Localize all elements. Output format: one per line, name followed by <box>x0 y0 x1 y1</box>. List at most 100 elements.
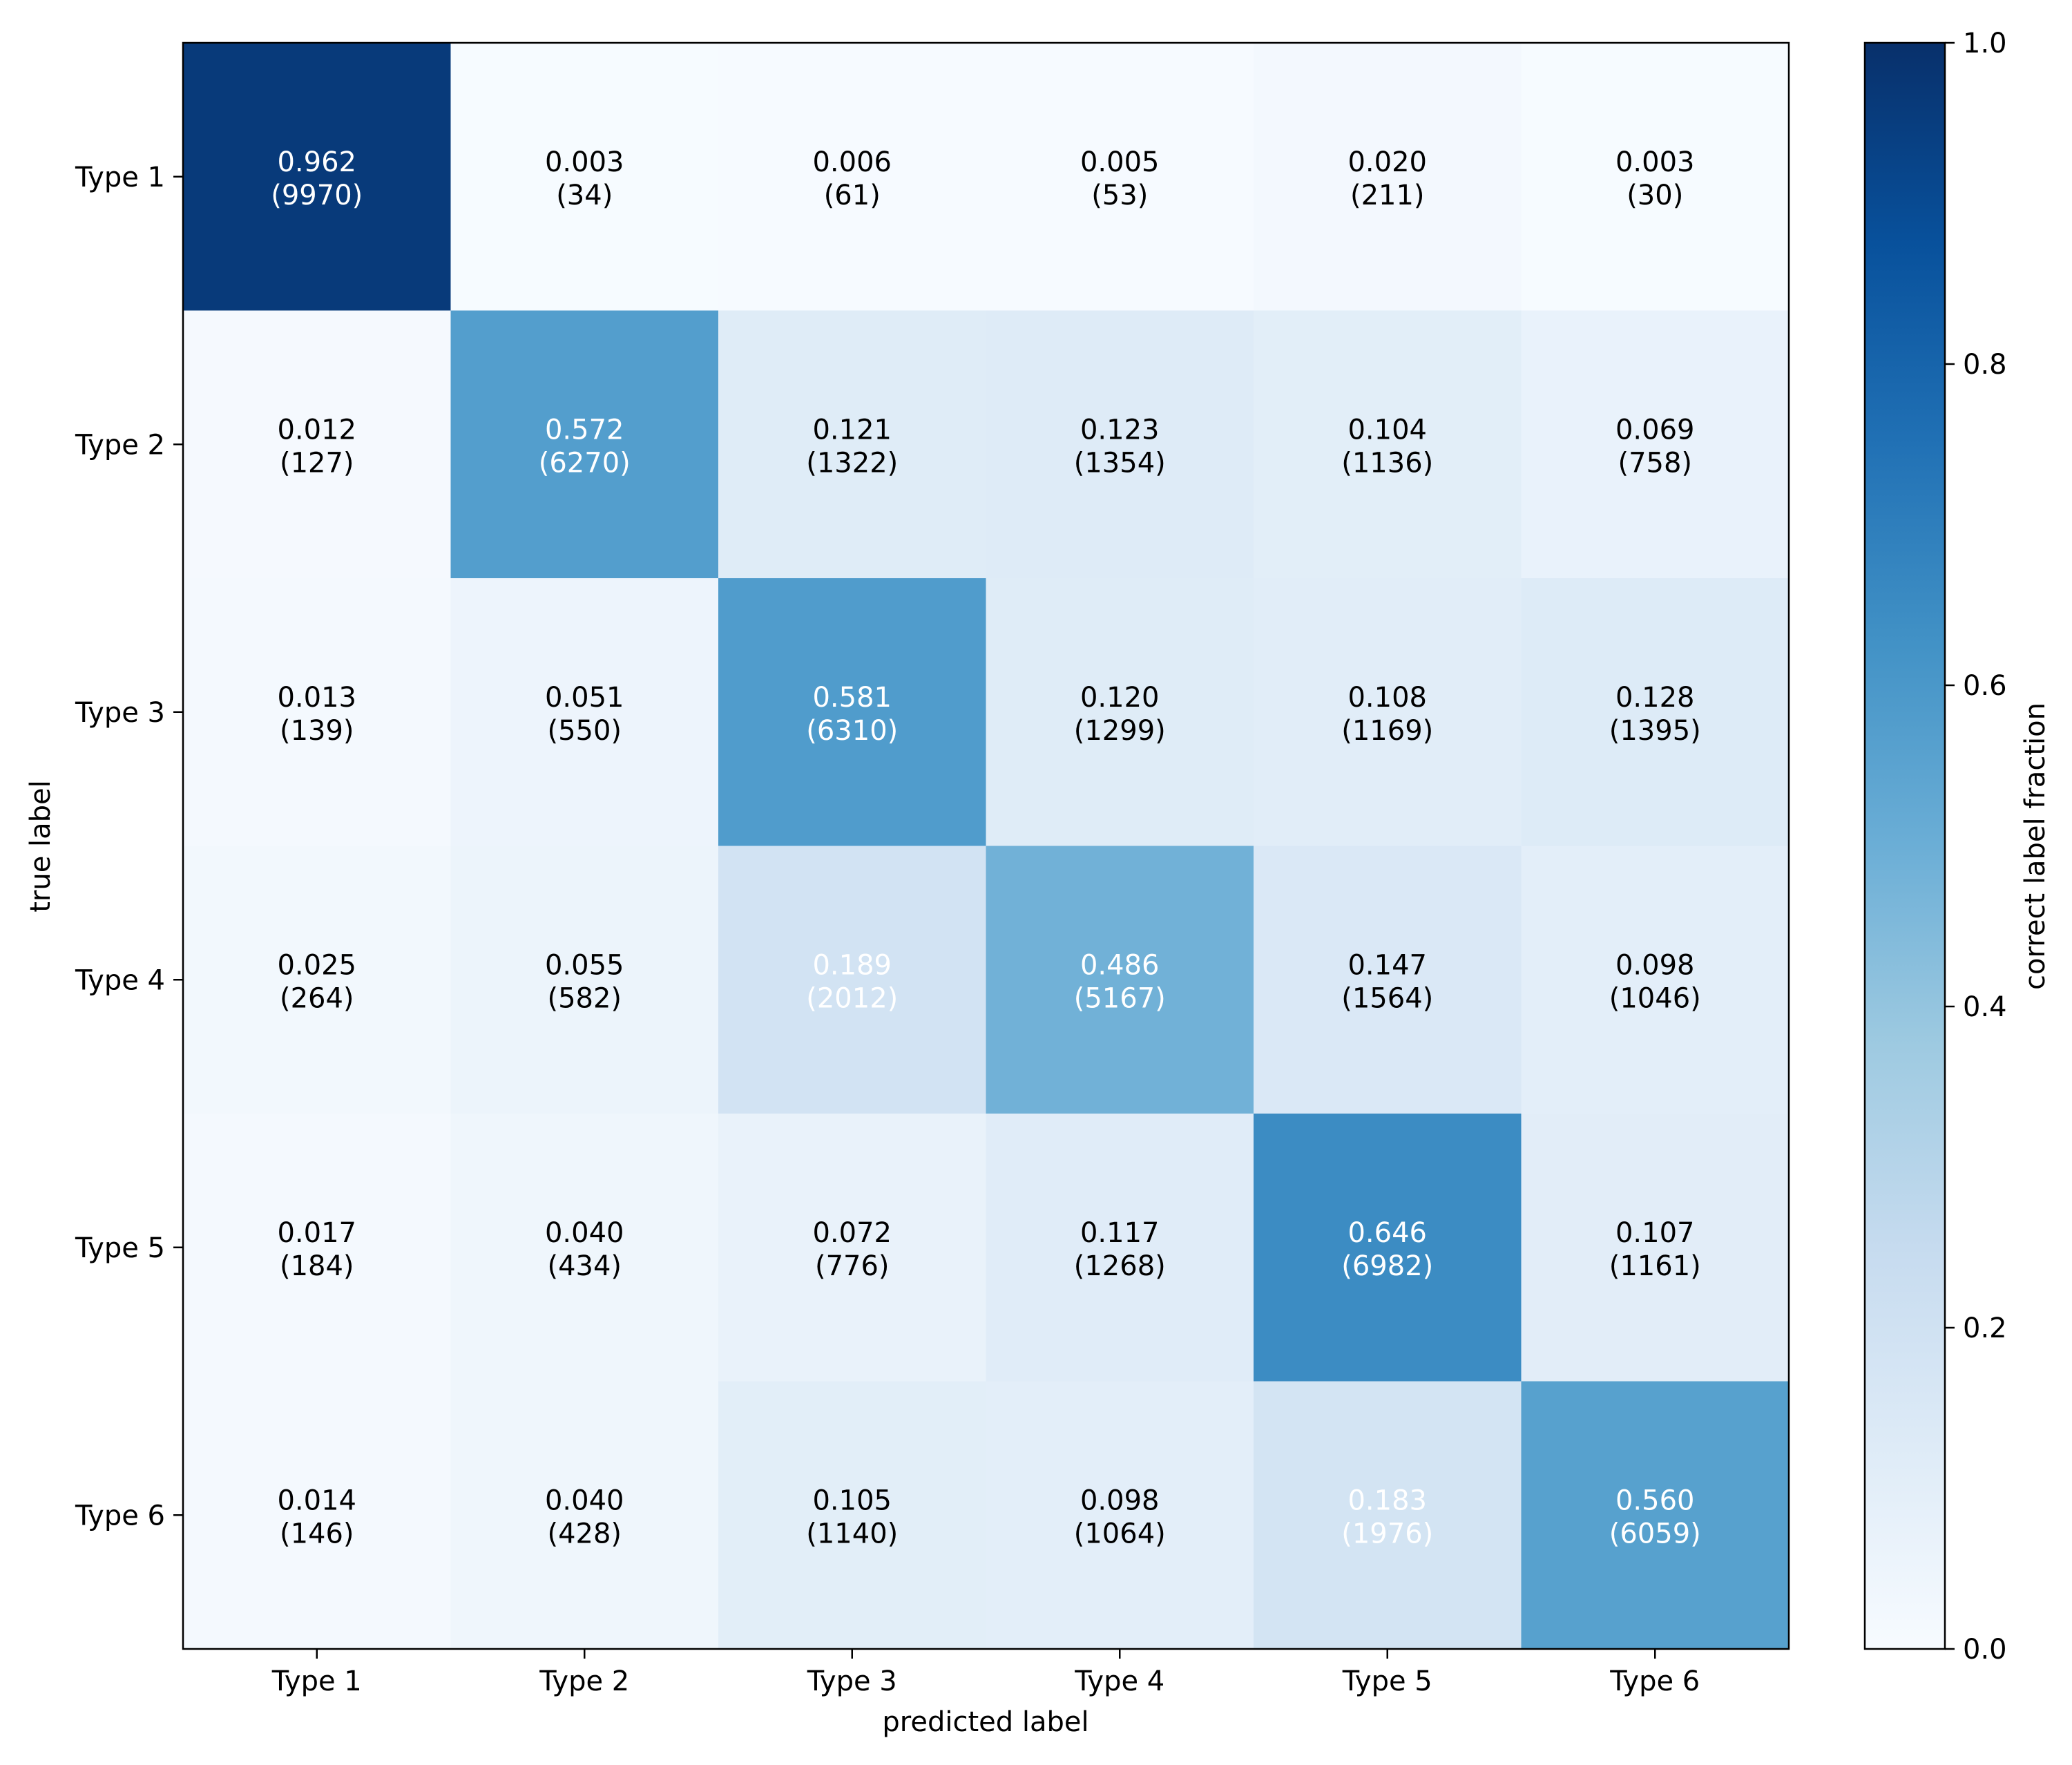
cell-count-label: (776) <box>815 1250 890 1282</box>
cell-fraction-label: 0.147 <box>1347 949 1427 981</box>
heatmap-cell <box>450 43 719 312</box>
cell-count-label: (127) <box>280 447 354 479</box>
cell-fraction-label: 0.646 <box>1347 1217 1427 1249</box>
heatmap-cell <box>450 1381 719 1650</box>
cell-fraction-label: 0.117 <box>1080 1217 1160 1249</box>
heatmap-cell <box>1254 846 1522 1114</box>
cell-fraction-label: 0.098 <box>1080 1485 1160 1516</box>
heatmap-cell <box>1521 1381 1790 1650</box>
cell-count-label: (53) <box>1091 180 1148 211</box>
cell-count-label: (1064) <box>1074 1518 1166 1549</box>
cell-fraction-label: 0.121 <box>812 414 892 446</box>
colorbar-tick-label: 1.0 <box>1963 28 2007 59</box>
cell-count-label: (264) <box>280 982 354 1014</box>
cell-count-label: (139) <box>280 715 354 747</box>
cell-count-label: (550) <box>547 715 622 747</box>
cell-fraction-label: 0.040 <box>545 1217 624 1249</box>
colorbar-tick-label: 0.8 <box>1963 349 2007 381</box>
heatmap-cell <box>183 578 452 847</box>
cell-fraction-label: 0.005 <box>1080 146 1160 178</box>
cell-fraction-label: 0.120 <box>1080 682 1160 714</box>
heatmap-cell <box>1254 1381 1522 1650</box>
heatmap-cell <box>718 43 987 312</box>
cell-count-label: (6059) <box>1609 1518 1701 1549</box>
cell-fraction-label: 0.040 <box>545 1485 624 1516</box>
x-tick-label: Type 1 <box>271 1666 362 1697</box>
cell-count-label: (61) <box>824 180 881 211</box>
cell-count-label: (1140) <box>806 1518 898 1549</box>
heatmap-cell <box>183 1114 452 1382</box>
cell-count-label: (30) <box>1627 180 1683 211</box>
cell-fraction-label: 0.072 <box>812 1217 892 1249</box>
heatmap-cell <box>718 1381 987 1650</box>
cell-fraction-label: 0.013 <box>277 682 356 714</box>
heatmap-cell <box>450 578 719 847</box>
y-axis-label: true label <box>25 780 57 913</box>
cell-count-label: (211) <box>1350 180 1425 211</box>
y-tick-label: Type 3 <box>75 697 165 729</box>
y-tick-label: Type 5 <box>75 1232 165 1264</box>
cell-count-label: (1322) <box>806 447 898 479</box>
heatmap-cell <box>718 578 987 847</box>
y-tick-label: Type 6 <box>75 1500 165 1532</box>
x-tick-label: Type 6 <box>1609 1666 1700 1697</box>
cell-fraction-label: 0.003 <box>545 146 624 178</box>
cell-fraction-label: 0.012 <box>277 414 356 446</box>
cell-count-label: (5167) <box>1074 982 1166 1014</box>
cell-fraction-label: 0.006 <box>812 146 892 178</box>
heatmap-cell <box>1254 578 1522 847</box>
cell-count-label: (582) <box>547 982 622 1014</box>
y-tick-label: Type 1 <box>75 162 165 193</box>
heatmap-cells: 0.962(9970)0.003(34)0.006(61)0.005(53)0.… <box>183 43 1790 1650</box>
cell-fraction-label: 0.123 <box>1080 414 1160 446</box>
cell-count-label: (1299) <box>1074 715 1166 747</box>
plot-frame <box>182 41 1790 1650</box>
cell-fraction-label: 0.051 <box>545 682 624 714</box>
cell-count-label: (146) <box>280 1518 354 1549</box>
cell-fraction-label: 0.572 <box>545 414 624 446</box>
heatmap-cell <box>986 1381 1254 1650</box>
cell-count-label: (1161) <box>1609 1250 1701 1282</box>
heatmap-cell <box>986 310 1254 579</box>
cell-count-label: (758) <box>1618 447 1692 479</box>
heatmap-cell <box>1254 310 1522 579</box>
cell-count-label: (1395) <box>1609 715 1701 747</box>
x-axis-ticks: Type 1 Type 2 Type 3 Type 4 Type 5 Type 6 <box>271 1649 1700 1697</box>
heatmap-cell <box>986 43 1254 312</box>
heatmap-cell <box>986 578 1254 847</box>
heatmap-cell <box>986 846 1254 1114</box>
cell-fraction-label: 0.183 <box>1347 1485 1427 1516</box>
y-axis-ticks: Type 1 Type 2 Type 3 Type 4 Type 5 Type 6 <box>75 162 183 1532</box>
x-axis-label: predicted label <box>882 1706 1088 1738</box>
cell-count-label: (6310) <box>806 715 898 747</box>
y-tick-label: Type 4 <box>75 964 165 996</box>
cell-fraction-label: 0.581 <box>812 682 892 714</box>
cell-count-label: (1046) <box>1609 982 1701 1014</box>
x-tick-label: Type 3 <box>807 1666 897 1697</box>
x-tick-label: Type 5 <box>1342 1666 1432 1697</box>
cell-fraction-label: 0.962 <box>277 146 356 178</box>
cell-fraction-label: 0.098 <box>1615 949 1695 981</box>
heatmap-cell <box>183 310 452 579</box>
cell-count-label: (434) <box>547 1250 622 1282</box>
heatmap-cell <box>1254 43 1522 312</box>
x-tick-label: Type 4 <box>1074 1666 1164 1697</box>
heatmap-cell <box>718 1114 987 1382</box>
cell-fraction-label: 0.128 <box>1615 682 1695 714</box>
colorbar-tick-label: 0.6 <box>1963 670 2007 702</box>
cell-fraction-label: 0.104 <box>1347 414 1427 446</box>
heatmap-cell <box>183 846 452 1114</box>
cell-fraction-label: 0.003 <box>1615 146 1695 178</box>
colorbar-tick-label: 0.0 <box>1963 1634 2007 1666</box>
y-tick-label: Type 2 <box>75 429 165 461</box>
cell-count-label: (2012) <box>806 982 898 1014</box>
colorbar-label: correct label fraction <box>2020 703 2051 990</box>
heatmap-cell <box>986 1114 1254 1382</box>
cell-count-label: (1354) <box>1074 447 1166 479</box>
cell-count-label: (184) <box>280 1250 354 1282</box>
cell-count-label: (9970) <box>271 180 363 211</box>
heatmap-cell <box>1521 578 1790 847</box>
cell-count-label: (1268) <box>1074 1250 1166 1282</box>
